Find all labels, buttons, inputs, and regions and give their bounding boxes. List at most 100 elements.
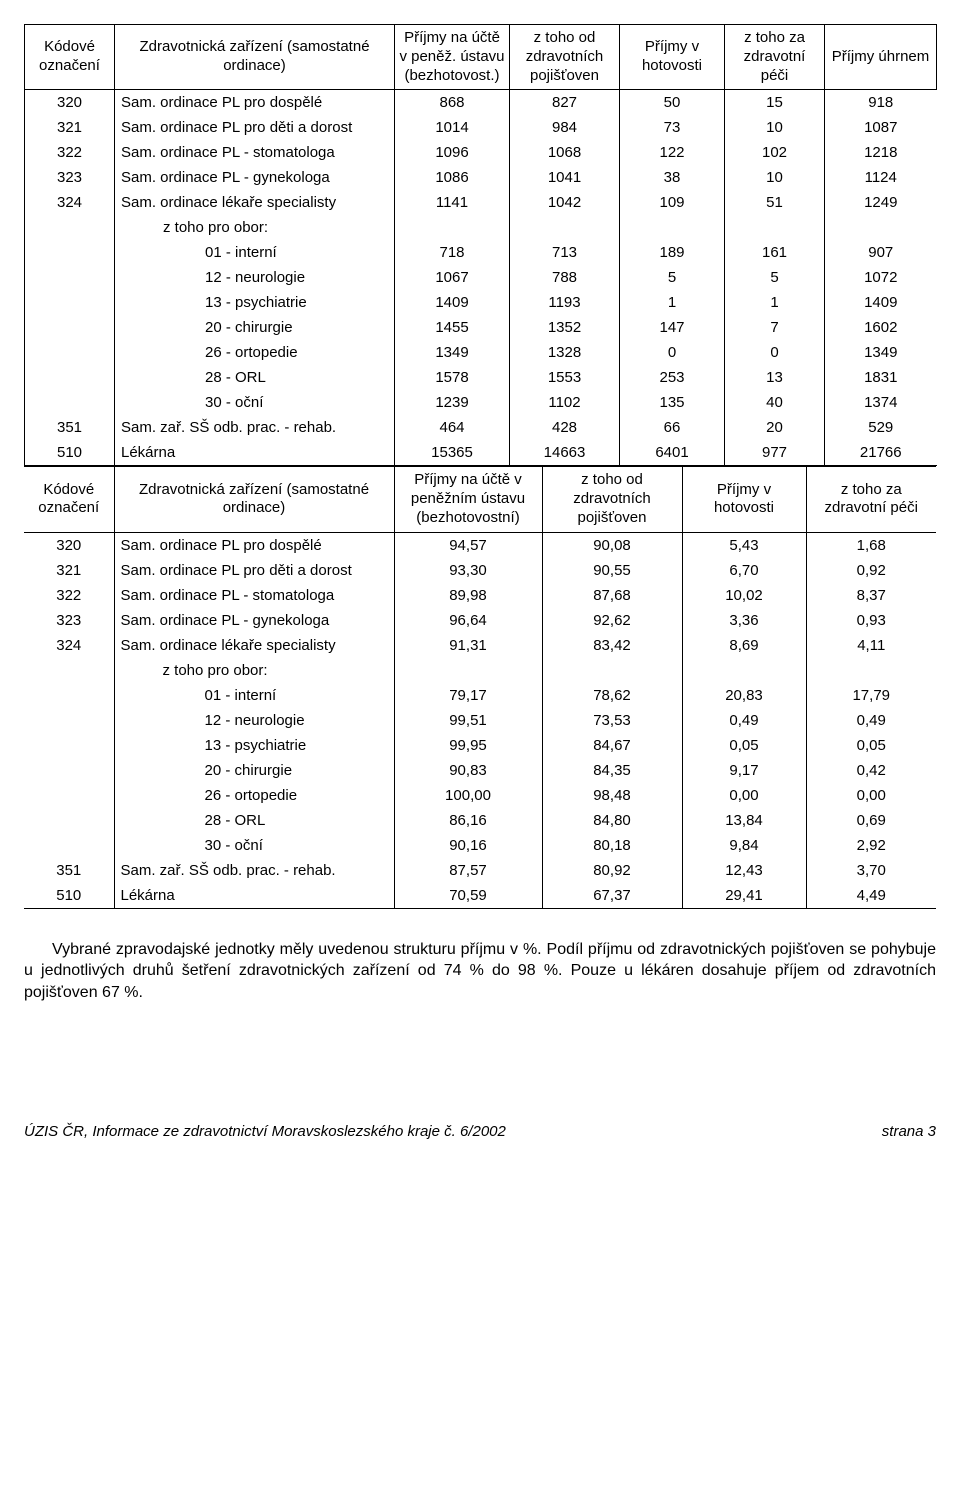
col-header: z toho od zdravotních pojišťoven	[510, 25, 620, 90]
value-cell: 0,42	[806, 758, 936, 783]
value-cell: 1409	[395, 290, 510, 315]
value-cell: 1041	[510, 165, 620, 190]
table-row: 323Sam. ordinace PL - gynekologa96,6492,…	[24, 608, 936, 633]
code-cell	[25, 340, 115, 365]
value-cell	[510, 215, 620, 240]
value-cell: 38	[620, 165, 725, 190]
value-cell: 50	[620, 90, 725, 116]
value-cell: 1553	[510, 365, 620, 390]
value-cell: 6,70	[682, 558, 806, 583]
label-cell: z toho pro obor:	[114, 658, 394, 683]
value-cell	[682, 658, 806, 683]
value-cell: 0,93	[806, 608, 936, 633]
value-cell: 464	[395, 415, 510, 440]
table-row: 324Sam. ordinace lékaře specialisty91,31…	[24, 633, 936, 658]
code-cell	[24, 833, 114, 858]
label-cell: 28 - ORL	[114, 808, 394, 833]
value-cell: 2,92	[806, 833, 936, 858]
table-row: 30 - oční12391102135401374	[25, 390, 937, 415]
value-cell: 1072	[825, 265, 937, 290]
col-header: Zdravotnická zařízení (samostatné ordina…	[114, 467, 394, 532]
table-row: 510Lékárna1536514663640197721766	[25, 440, 937, 466]
table-row: 01 - interní718713189161907	[25, 240, 937, 265]
value-cell: 1042	[510, 190, 620, 215]
table-row: 351Sam. zař. SŠ odb. prac. - rehab.46442…	[25, 415, 937, 440]
code-cell: 322	[24, 583, 114, 608]
value-cell: 80,18	[542, 833, 682, 858]
label-cell: Sam. ordinace PL - gynekologa	[115, 165, 395, 190]
value-cell: 84,67	[542, 733, 682, 758]
value-cell: 93,30	[394, 558, 542, 583]
value-cell: 78,62	[542, 683, 682, 708]
value-cell: 14663	[510, 440, 620, 466]
value-cell: 102	[725, 140, 825, 165]
label-cell: Sam. ordinace lékaře specialisty	[114, 633, 394, 658]
value-cell: 0,92	[806, 558, 936, 583]
code-cell	[24, 783, 114, 808]
value-cell: 17,79	[806, 683, 936, 708]
value-cell: 718	[395, 240, 510, 265]
value-cell: 1409	[825, 290, 937, 315]
table-row: 26 - ortopedie100,0098,480,000,00	[24, 783, 936, 808]
label-cell: 12 - neurologie	[114, 708, 394, 733]
value-cell: 10	[725, 165, 825, 190]
value-cell: 1578	[395, 365, 510, 390]
label-cell: 20 - chirurgie	[114, 758, 394, 783]
table-row: 20 - chirurgie90,8384,359,170,42	[24, 758, 936, 783]
table-row: 12 - neurologie1067788551072	[25, 265, 937, 290]
income-table-absolute: Kódové označení Zdravotnická zařízení (s…	[24, 24, 937, 466]
value-cell: 1218	[825, 140, 937, 165]
table-row: 322Sam. ordinace PL - stomatologa89,9887…	[24, 583, 936, 608]
summary-paragraph: Vybrané zpravodajské jednotky měly uvede…	[24, 939, 936, 1004]
col-header: Příjmy na účtě v peněž. ústavu (bezhotov…	[395, 25, 510, 90]
code-cell	[25, 265, 115, 290]
value-cell: 29,41	[682, 883, 806, 909]
value-cell: 98,48	[542, 783, 682, 808]
code-cell	[24, 733, 114, 758]
code-cell: 324	[25, 190, 115, 215]
code-cell: 321	[24, 558, 114, 583]
value-cell: 91,31	[394, 633, 542, 658]
code-cell	[25, 315, 115, 340]
value-cell: 1,68	[806, 532, 936, 558]
col-header: Příjmy v hotovosti	[682, 467, 806, 532]
value-cell: 1352	[510, 315, 620, 340]
table-row: 28 - ORL15781553253131831	[25, 365, 937, 390]
code-cell	[25, 290, 115, 315]
value-cell: 84,80	[542, 808, 682, 833]
value-cell: 1102	[510, 390, 620, 415]
value-cell: 0,05	[682, 733, 806, 758]
code-cell	[25, 215, 115, 240]
table-row: 320Sam. ordinace PL pro dospělé868827501…	[25, 90, 937, 116]
table-row: 321Sam. ordinace PL pro děti a dorost93,…	[24, 558, 936, 583]
table-row: 321Sam. ordinace PL pro děti a dorost101…	[25, 115, 937, 140]
value-cell: 0	[725, 340, 825, 365]
value-cell: 1068	[510, 140, 620, 165]
col-header: Zdravotnická zařízení (samostatné ordina…	[115, 25, 395, 90]
label-cell: 28 - ORL	[115, 365, 395, 390]
value-cell: 0,00	[682, 783, 806, 808]
value-cell: 13	[725, 365, 825, 390]
value-cell: 15365	[395, 440, 510, 466]
value-cell: 3,36	[682, 608, 806, 633]
value-cell: 0,49	[806, 708, 936, 733]
value-cell: 89,98	[394, 583, 542, 608]
value-cell: 1	[620, 290, 725, 315]
col-header: Kódové označení	[24, 467, 114, 532]
label-cell: 30 - oční	[114, 833, 394, 858]
footer-source: ÚZIS ČR, Informace ze zdravotnictví Mora…	[24, 1123, 506, 1140]
value-cell	[395, 215, 510, 240]
value-cell: 1602	[825, 315, 937, 340]
code-cell: 351	[25, 415, 115, 440]
value-cell: 12,43	[682, 858, 806, 883]
value-cell: 984	[510, 115, 620, 140]
value-cell: 0	[620, 340, 725, 365]
table-row: 320Sam. ordinace PL pro dospělé94,5790,0…	[24, 532, 936, 558]
value-cell: 428	[510, 415, 620, 440]
label-cell: Sam. ordinace PL - stomatologa	[114, 583, 394, 608]
value-cell: 0,00	[806, 783, 936, 808]
table-row: 322Sam. ordinace PL - stomatologa1096106…	[25, 140, 937, 165]
value-cell: 99,95	[394, 733, 542, 758]
value-cell: 1086	[395, 165, 510, 190]
value-cell: 8,69	[682, 633, 806, 658]
